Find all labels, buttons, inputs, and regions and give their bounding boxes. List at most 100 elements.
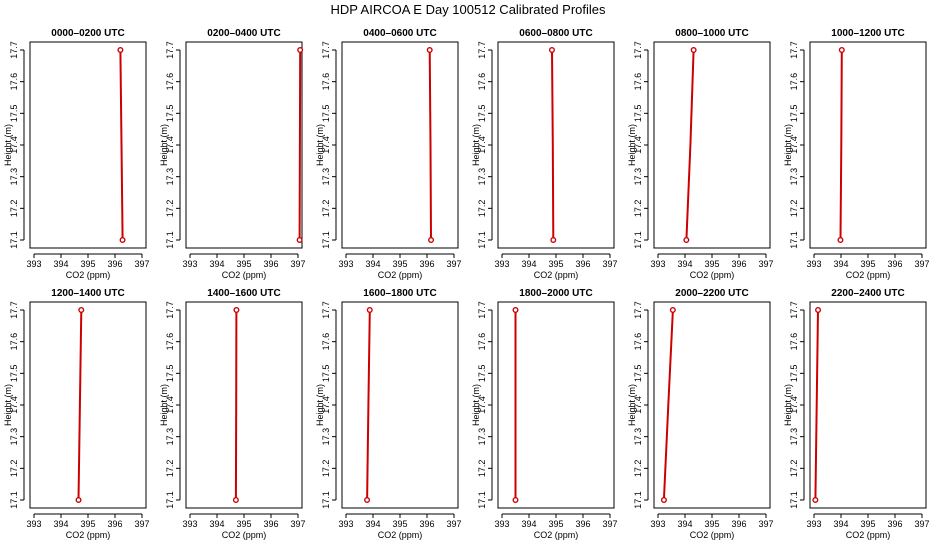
y-axis-label: Height (m): [627, 384, 637, 426]
profile-endpoint-marker: [690, 47, 697, 54]
y-tick-label: 17.1: [633, 491, 643, 509]
y-tick-label: 17.2: [9, 460, 19, 478]
profile-endpoint-marker: [837, 236, 844, 243]
x-tick-label: 396: [107, 259, 122, 269]
profile-endpoint-marker: [683, 236, 690, 243]
x-tick-label: 393: [494, 519, 509, 529]
plot-frame: [341, 41, 459, 249]
profile-panel-5: 0800–1000 UTC 393 394 395 396 397 CO2 (ppm) 17.…: [627, 28, 774, 280]
plot-frame: [809, 41, 927, 249]
x-tick-label: 395: [236, 519, 251, 529]
y-axis-label: Height (m): [159, 384, 169, 426]
y-tick-label: 17.6: [633, 333, 643, 351]
y-tick-label: 17.6: [477, 333, 487, 351]
x-tick-label: 395: [80, 259, 95, 269]
x-tick-label: 393: [650, 259, 665, 269]
x-tick-label: 397: [602, 259, 617, 269]
x-tick-label: 396: [575, 259, 590, 269]
panel-title: 1800–2000 UTC: [519, 288, 592, 299]
x-tick-label: 394: [833, 519, 848, 529]
x-tick-label: 397: [290, 519, 305, 529]
y-tick-label: 17.7: [165, 301, 175, 319]
x-tick-label: 393: [26, 259, 41, 269]
x-tick-label: 396: [419, 519, 434, 529]
y-tick-label: 17.3: [165, 168, 175, 186]
y-tick-label: 17.6: [321, 333, 331, 351]
y-tick-label: 17.3: [633, 168, 643, 186]
y-tick-label: 17.3: [789, 428, 799, 446]
plot-frame: [185, 41, 303, 249]
y-tick-label: 17.2: [165, 460, 175, 478]
y-tick-label: 17.6: [165, 73, 175, 91]
x-tick-label: 393: [806, 259, 821, 269]
y-tick-label: 17.7: [633, 41, 643, 59]
x-tick-label: 393: [338, 519, 353, 529]
plot-frame: [653, 41, 771, 249]
y-tick-label: 17.4: [789, 136, 799, 154]
profile-endpoint-marker: [815, 307, 822, 314]
y-tick-label: 17.5: [9, 105, 19, 123]
profile-panel-6: 1000–1200 UTC 393 394 395 396 397 CO2 (ppm) 17.…: [783, 28, 930, 280]
profile-endpoint-marker: [364, 497, 371, 504]
panel-title: 1200–1400 UTC: [51, 288, 124, 299]
y-tick-label: 17.4: [9, 136, 19, 154]
profile-endpoint-marker: [428, 236, 435, 243]
y-tick-label: 17.7: [477, 301, 487, 319]
y-tick-label: 17.4: [165, 396, 175, 414]
y-axis-label: Height (m): [471, 124, 481, 166]
y-tick-label: 17.4: [321, 136, 331, 154]
x-tick-label: 393: [494, 259, 509, 269]
y-tick-label: 17.4: [9, 396, 19, 414]
y-tick-label: 17.1: [789, 231, 799, 249]
x-tick-label: 396: [107, 519, 122, 529]
y-tick-label: 17.3: [9, 428, 19, 446]
x-tick-label: 393: [182, 519, 197, 529]
x-axis-label: CO2 (ppm): [378, 530, 423, 540]
x-tick-label: 395: [548, 259, 563, 269]
y-tick-label: 17.6: [789, 73, 799, 91]
y-axis-label: Height (m): [783, 124, 793, 166]
x-tick-label: 395: [548, 519, 563, 529]
x-tick-label: 395: [236, 259, 251, 269]
x-tick-label: 396: [731, 519, 746, 529]
y-tick-label: 17.2: [633, 200, 643, 218]
y-tick-label: 17.6: [9, 333, 19, 351]
x-tick-label: 395: [392, 259, 407, 269]
x-tick-label: 397: [134, 259, 149, 269]
x-tick-label: 397: [914, 259, 929, 269]
profile-line: [685, 49, 695, 241]
profile-endpoint-marker: [512, 307, 519, 314]
y-tick-label: 17.5: [477, 365, 487, 383]
y-tick-label: 17.7: [633, 301, 643, 319]
x-tick-label: 393: [338, 259, 353, 269]
panel-title: 2000–2200 UTC: [675, 288, 748, 299]
y-tick-label: 17.6: [633, 73, 643, 91]
y-tick-label: 17.7: [9, 41, 19, 59]
y-tick-label: 17.2: [321, 200, 331, 218]
y-tick-label: 17.2: [789, 460, 799, 478]
profile-endpoint-marker: [78, 307, 85, 314]
x-axis-label: CO2 (ppm): [222, 530, 267, 540]
y-tick-label: 17.1: [477, 491, 487, 509]
y-axis-label: Height (m): [471, 384, 481, 426]
profile-panel-11: 2000–2200 UTC 393 394 395 396 397 CO2 (ppm) 17.…: [627, 288, 774, 540]
panel-title: 2200–2400 UTC: [831, 288, 904, 299]
profile-line: [298, 49, 302, 241]
profile-line: [428, 49, 432, 241]
y-tick-label: 17.5: [165, 105, 175, 123]
y-tick-label: 17.7: [789, 41, 799, 59]
profile-endpoint-marker: [119, 236, 126, 243]
profile-endpoint-marker: [660, 497, 667, 504]
x-tick-label: 396: [263, 259, 278, 269]
x-axis-label: CO2 (ppm): [66, 270, 111, 280]
y-tick-label: 17.1: [165, 491, 175, 509]
x-tick-label: 394: [53, 259, 68, 269]
profile-endpoint-marker: [232, 497, 239, 504]
y-tick-label: 17.2: [9, 200, 19, 218]
y-axis-label: Height (m): [315, 124, 325, 166]
y-tick-label: 17.1: [477, 231, 487, 249]
profile-panel-2: 0200–0400 UTC 393 394 395 396 397 CO2 (ppm) 17.…: [159, 28, 306, 280]
profile-panel-8: 1400–1600 UTC 393 394 395 396 397 CO2 (ppm) 17.…: [159, 288, 306, 540]
profile-endpoint-marker: [297, 47, 304, 54]
x-axis-label: CO2 (ppm): [690, 530, 735, 540]
